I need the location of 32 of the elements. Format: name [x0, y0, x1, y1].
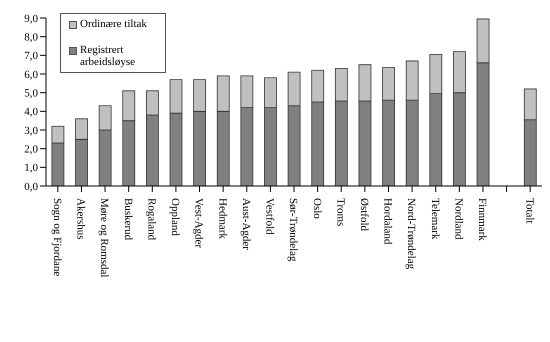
y-tick-label: 0,0	[24, 180, 38, 193]
y-tick-label: 1,0	[24, 162, 38, 174]
x-tick-label: Telemark	[428, 198, 441, 240]
x-tick-label: Hordaland	[382, 198, 394, 245]
legend-label: Registrert arbeidsløyse	[80, 44, 136, 68]
y-tick-label: 8,0	[24, 32, 38, 44]
y-tick-label: 7,0	[24, 50, 38, 62]
x-tick-label: Akershus	[74, 198, 87, 240]
x-tick-label: Totalt	[523, 198, 536, 224]
x-tick-label: Finnmark	[476, 198, 488, 242]
x-tick-label: Møre og Romsdal	[98, 198, 110, 278]
x-tick-label: Nordland	[452, 198, 464, 240]
x-tick-label: Hedmark	[216, 198, 228, 240]
y-tick-label: 9,0	[24, 12, 38, 25]
x-tick-label: Oppland	[169, 198, 182, 236]
x-tick-label: Sogn og Fjordane	[50, 198, 63, 276]
x-tick-label: Buskerud	[122, 198, 134, 241]
x-tick-label: Vest-Agder	[192, 198, 205, 248]
x-tick-label: Troms	[334, 198, 346, 226]
legend-label: Ordinære tiltak	[80, 18, 147, 30]
x-tick-label: Rogaland	[145, 198, 158, 241]
y-tick-label: 2,0	[24, 144, 38, 156]
x-tick-label: Østfold	[358, 198, 370, 232]
x-tick-label: Nord-Trøndelag	[405, 198, 418, 270]
y-tick-label: 4,0	[24, 106, 38, 118]
x-tick-label: Oslo	[310, 198, 323, 220]
x-tick-label: Sør-Trøndelag	[287, 198, 300, 262]
x-tick-label: Vestfold	[264, 198, 276, 236]
y-tick-label: 6,0	[24, 68, 38, 81]
x-tick-label: Aust-Agder	[240, 198, 252, 250]
y-tick-label: 5,0	[24, 88, 38, 100]
y-tick-label: 3,0	[24, 124, 38, 137]
